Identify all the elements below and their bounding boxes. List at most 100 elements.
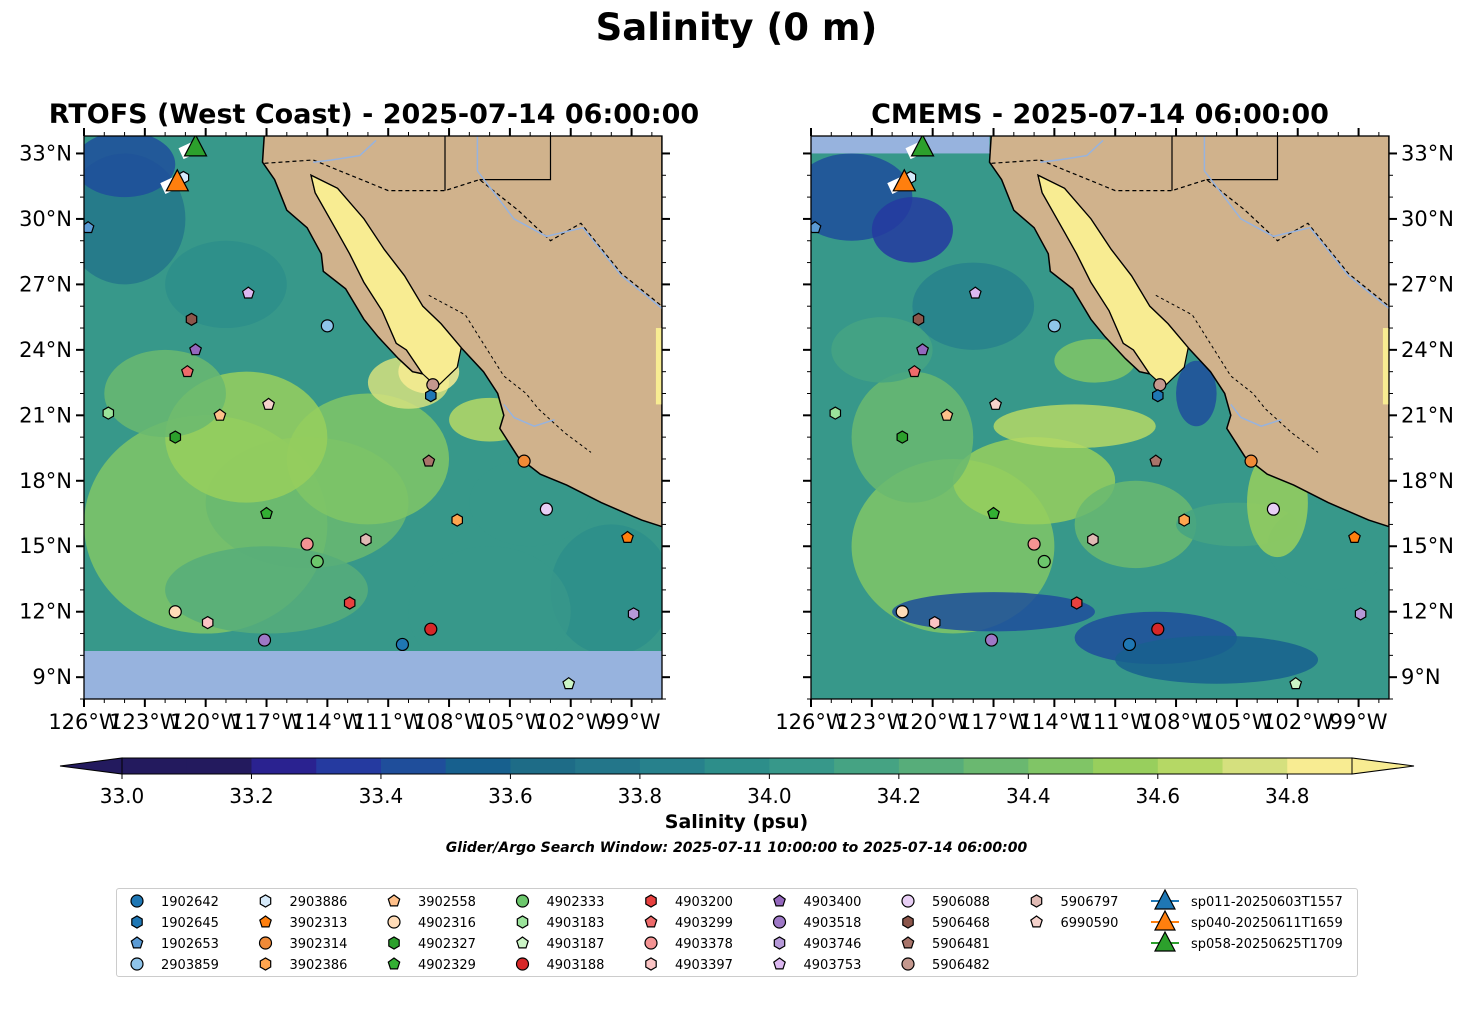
legend-marker-4903183	[516, 915, 529, 929]
salinity-patch	[165, 546, 368, 634]
lon-tick-label: 126°W	[775, 710, 847, 734]
salinity-patch	[892, 592, 1095, 632]
colorbar-segment	[1157, 758, 1224, 774]
us-mexico-border	[264, 159, 662, 307]
gulf-of-mexico-edge	[655, 328, 662, 405]
legend-marker-4902316	[387, 915, 401, 929]
colorbar-segment	[769, 758, 835, 774]
legend-marker-5906088	[901, 894, 915, 908]
panel-title-cmems: CMEMS - 2025-07-14 06:00:00	[871, 99, 1329, 130]
argo-float-4902327	[896, 430, 909, 444]
glider-sp058-20250625T1709	[910, 136, 935, 157]
lon-tick-label: 114°W	[1019, 710, 1091, 734]
colorbar-extend-low	[59, 757, 123, 775]
argo-float-3902313	[621, 530, 634, 543]
lon-tick-label: 99°W	[1330, 710, 1388, 734]
argo-float-3902386	[1178, 513, 1190, 527]
argo-float-4903378	[1027, 537, 1041, 551]
legend-label: 4903183	[547, 916, 605, 931]
argo-float-4903299	[907, 364, 921, 378]
argo-float-3902558	[213, 408, 227, 421]
argo-float-4903746	[1354, 607, 1367, 621]
argo-float-5906797	[1087, 533, 1099, 547]
legend-marker-sp058-20250625T1709	[1154, 930, 1176, 952]
colorbar-segment	[639, 758, 706, 774]
legend-label: sp040-20250611T1659	[1191, 916, 1343, 931]
legend-label: 1902645	[161, 916, 219, 931]
argo-float-4903397	[201, 615, 214, 630]
no-data-region	[811, 136, 990, 154]
argo-float-4902329	[987, 506, 1000, 519]
argo-float-4903518	[984, 633, 999, 647]
lat-tick-label: 30°N	[1401, 207, 1454, 231]
colorbar-tick-label: 34.8	[1265, 784, 1310, 808]
legend-marker-4902333	[515, 894, 530, 908]
legend-marker-6990590	[1030, 915, 1043, 928]
colorbar-label: Salinity (psu)	[664, 811, 809, 833]
legend-marker-4903397	[645, 957, 657, 971]
salinity-patch	[165, 240, 287, 329]
colorbar-segment	[445, 758, 512, 774]
legend-label: 1902653	[161, 937, 219, 952]
argo-float-1902653	[84, 220, 95, 234]
panel-title-rtofs: RTOFS (West Coast) - 2025-07-14 06:00:00	[48, 99, 700, 130]
lon-tick-label: 120°W	[170, 710, 242, 734]
legend-label: 5906481	[932, 937, 990, 952]
legend-label: 4903299	[675, 916, 733, 931]
colorbar-tick-label: 33.6	[488, 784, 533, 808]
colorbar-segment	[704, 758, 770, 774]
salinity-patch	[550, 524, 662, 656]
rtofs-salinity-map: 126°W123°W120°W117°W114°W111°W108°W105°W…	[19, 128, 670, 734]
salinity-patch	[1054, 338, 1136, 383]
argo-float-4903746	[627, 607, 640, 621]
legend-marker-5906482	[901, 957, 915, 971]
colorbar-segment	[1222, 758, 1288, 774]
argo-float-4902333	[310, 554, 324, 569]
argo-float-4903299	[180, 364, 194, 378]
lon-tick-label: 111°W	[1080, 710, 1152, 734]
legend-label: 4902333	[547, 895, 605, 910]
salinity-patch	[1115, 635, 1319, 684]
colorbar-frame	[121, 757, 1353, 775]
argo-float-5906481	[422, 454, 436, 467]
argo-float-4903187	[1289, 676, 1303, 690]
legend-label: 5906797	[1061, 895, 1119, 910]
argo-float-1902653	[811, 220, 822, 234]
lat-tick-label: 15°N	[19, 534, 72, 558]
legend-marker-4903400	[773, 894, 786, 907]
argo-float-3902386	[451, 513, 463, 527]
argo-float-4902329	[260, 506, 273, 519]
colorbar-segment	[1093, 758, 1159, 774]
lat-tick-label: 18°N	[19, 469, 72, 493]
glider-sp040-20250611T1659	[165, 168, 190, 192]
argo-float-5906468	[185, 312, 198, 326]
argo-float-4903753	[968, 286, 982, 299]
legend-label: 5906468	[932, 916, 990, 931]
colorbar-tick-label: 34.4	[1006, 784, 1051, 808]
colorbar-segment	[963, 758, 1029, 774]
legend-label: 5906088	[932, 895, 990, 910]
search-window-note: Glider/Argo Search Window: 2025-07-11 10…	[445, 840, 1028, 856]
argo-float-4902333	[1037, 554, 1051, 569]
state-border	[1206, 136, 1279, 181]
salinity-patch	[912, 262, 1035, 350]
lat-tick-label: 21°N	[1401, 403, 1454, 427]
legend-marker-3902313	[259, 915, 272, 928]
legend-marker-4903518	[772, 915, 787, 929]
legend-marker-4903299	[644, 915, 658, 928]
colorbar-segment	[1287, 758, 1353, 774]
legend-label: 4903397	[675, 958, 733, 973]
legend-label: sp058-20250625T1709	[1191, 937, 1343, 952]
river	[313, 139, 377, 163]
argo-float-4902316	[895, 605, 909, 619]
lon-tick-label: 108°W	[1140, 710, 1212, 734]
colorbar-segment	[186, 758, 253, 774]
legend-label: 4902327	[418, 937, 476, 952]
argo-float-3902314	[1244, 454, 1258, 468]
argo-float-1902645	[425, 389, 437, 403]
legend-label: 3902314	[290, 937, 348, 952]
argo-float-3902314	[517, 454, 531, 468]
river	[503, 403, 555, 427]
argo-float-4903753	[241, 286, 255, 299]
legend-entries: 1902642 1902645 1902653 2903859 2903886 39023…	[130, 888, 1343, 973]
